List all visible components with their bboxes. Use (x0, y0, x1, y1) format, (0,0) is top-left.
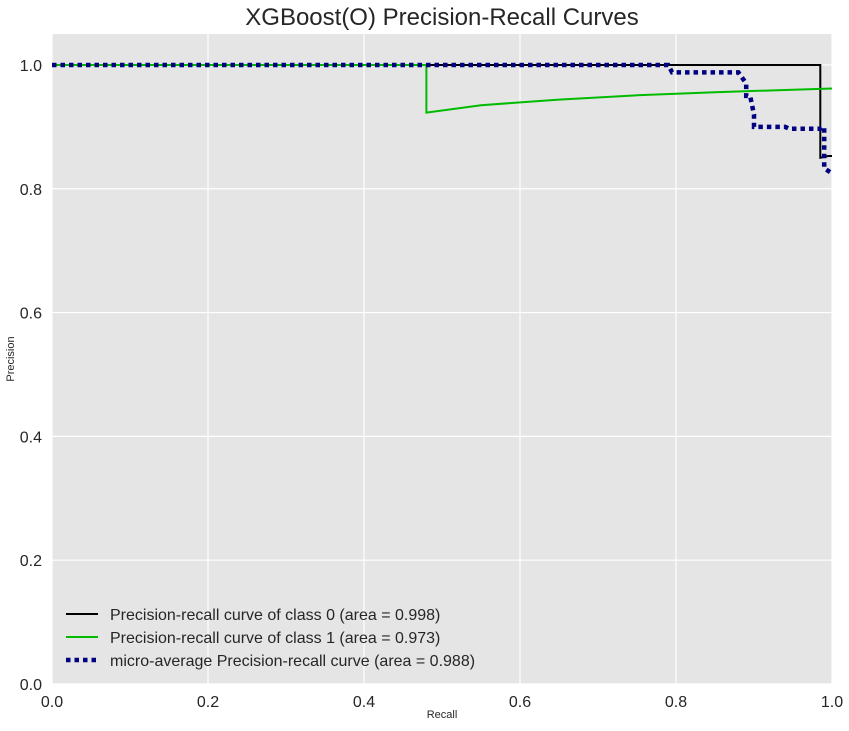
series-layer (52, 62, 832, 176)
y-axis-label: Precision (5, 336, 17, 381)
legend-label-0: Precision-recall curve of class 0 (area … (110, 607, 440, 624)
legend-label-1: Precision-recall curve of class 1 (area … (110, 630, 440, 647)
x-tick-label: 1.0 (821, 694, 843, 711)
legend-label-2: micro-average Precision-recall curve (ar… (110, 653, 475, 670)
y-tick-label: 0.4 (20, 429, 42, 446)
x-tick-label: 0.8 (665, 694, 687, 711)
chart-title: XGBoost(O) Precision-Recall Curves (245, 4, 638, 31)
y-tick-label: 1.0 (20, 58, 42, 75)
y-tick-label: 0.2 (20, 553, 42, 570)
x-axis-label: Recall (427, 709, 458, 721)
x-tick-label: 0.4 (353, 694, 375, 711)
legend: Precision-recall curve of class 0 (area … (66, 607, 475, 670)
x-tick-label: 0.6 (509, 694, 531, 711)
series-line-1 (52, 64, 832, 114)
tick-labels: 0.0 0.2 0.4 0.6 0.8 1.0 0.0 0.2 0.4 0.6 0.8 1.0 (20, 58, 843, 711)
plot-background (52, 34, 832, 684)
y-tick-label: 0.0 (20, 677, 42, 694)
y-tick-label: 0.6 (20, 306, 42, 323)
series-line-2 (52, 62, 832, 176)
y-tick-label: 0.8 (20, 182, 42, 199)
x-tick-label: 0.2 (197, 694, 219, 711)
x-tick-label: 0.0 (41, 694, 63, 711)
